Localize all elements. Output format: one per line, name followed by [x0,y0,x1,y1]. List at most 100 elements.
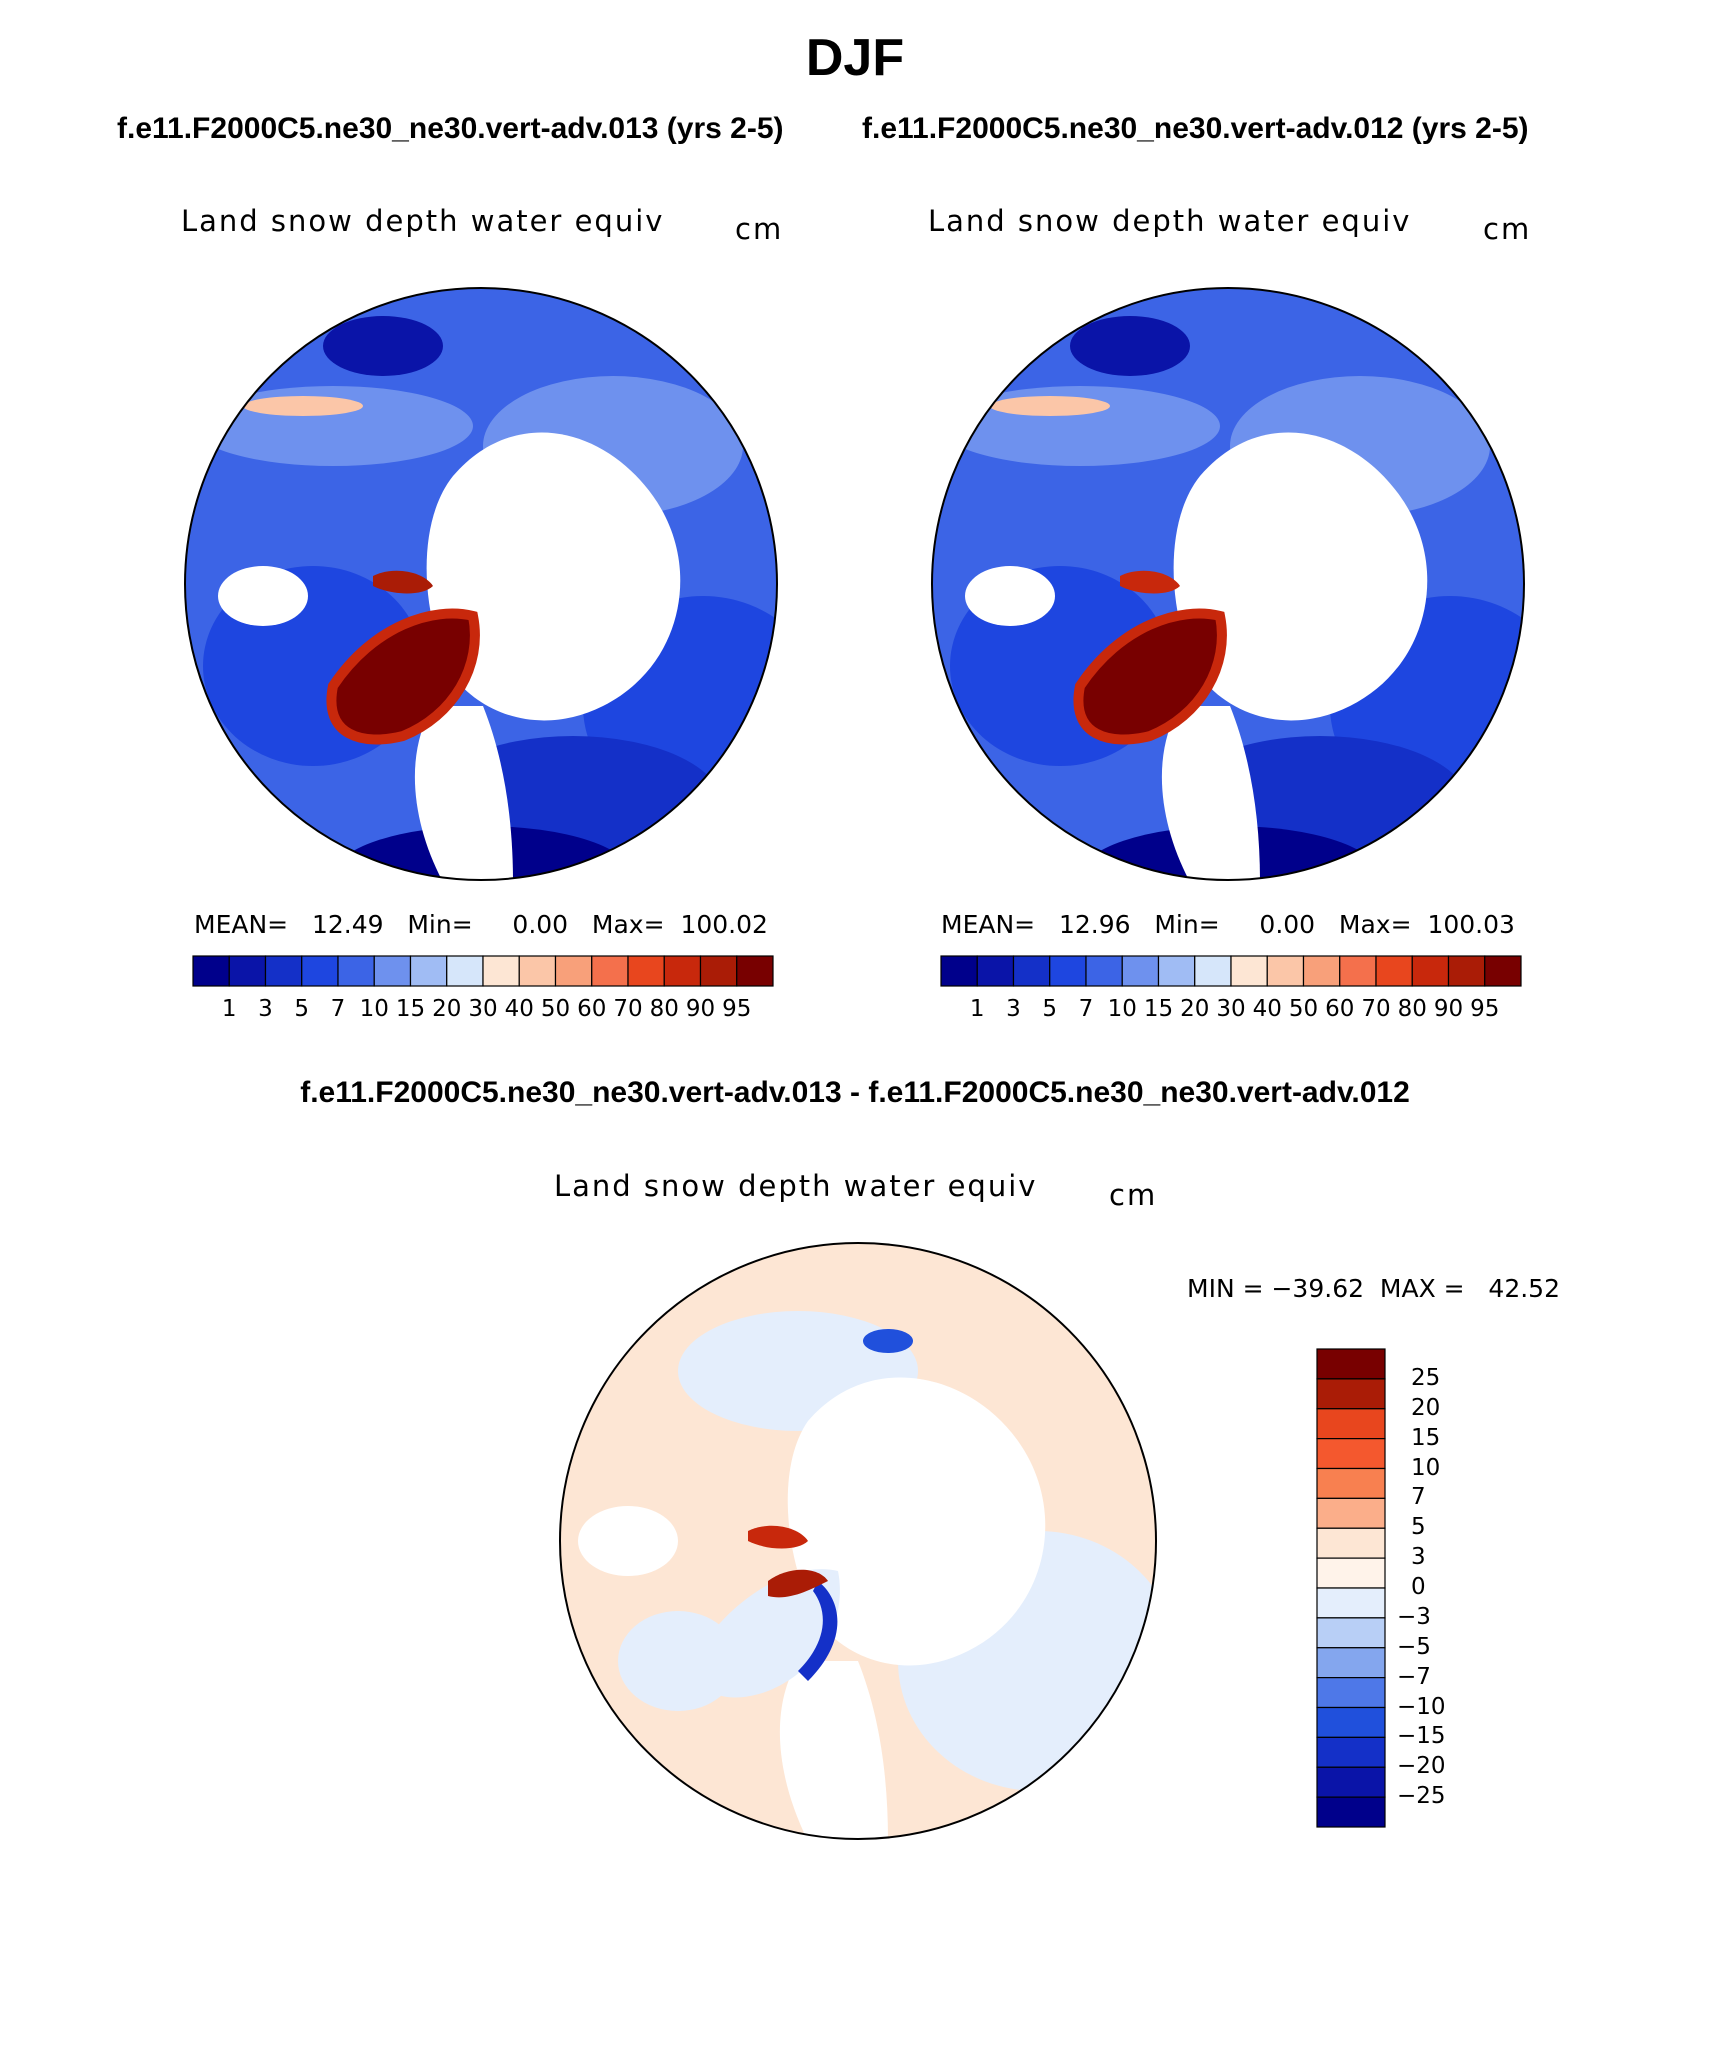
colorbar2-swatch [1121,955,1160,987]
difference-title: f.e11.F2000C5.ne30_ne30.vert-adv.013 - f… [300,1076,1410,1109]
colorbar3-tick-label: −10 [1397,1693,1446,1720]
colorbar2-swatch [1157,955,1196,987]
map3-boundary [559,1242,1157,1840]
colorbar1-tick-label: 15 [395,996,426,1022]
colorbar1-tick-label: 20 [432,996,462,1022]
map1-ice-extension [414,706,513,880]
colorbar2-tick-label: 95 [1470,996,1500,1022]
colorbar1-swatch [627,955,665,987]
colorbar3-swatch [1316,1736,1386,1768]
colorbar3-tick-label: −3 [1397,1603,1431,1630]
map1-snow-pacific-band [243,396,363,416]
colorbar2-swatch [1302,955,1341,987]
colorbar1-tick-label: 3 [258,996,273,1022]
colorbar3-swatch [1316,1467,1386,1499]
colorbar3-swatch [1316,1438,1386,1470]
map3-ice-extension [779,1661,888,1839]
colorbar1-tick-label: 40 [504,996,534,1022]
colorbar2-swatch [1049,955,1087,987]
colorbar2-tick-label: 7 [1078,996,1094,1022]
map2-ice-extension [1161,706,1260,880]
colorbar-case-013-labels: 1 3 5 7 10 15 20 30 40 50 60 70 80 90 95 [193,996,773,1026]
colorbar3-swatch [1316,1348,1386,1380]
map1-hudson-bay [218,566,308,626]
colorbar2-tick-label: 10 [1107,996,1137,1022]
colorbar3-swatch [1316,1677,1386,1709]
colorbar3-swatch [1316,1497,1386,1529]
colorbar3-tick-label: −20 [1397,1753,1446,1780]
colorbar-case-012-labels: 1 3 5 7 10 15 20 30 40 50 60 70 80 90 95 [941,996,1521,1026]
colorbar3-tick-label: 10 [1411,1454,1441,1481]
map3-arctic-ocean [787,1377,1046,1666]
colorbar2-swatch [1411,955,1450,987]
colorbar3-tick-label: 0 [1411,1574,1426,1600]
map2-greenland [1073,608,1227,745]
colorbar2-swatch [1375,955,1413,987]
colorbar1-swatch [373,955,412,987]
colorbar1-tick-label: 70 [613,996,643,1022]
map-case-012 [931,287,1525,881]
colorbar3-swatch [1316,1378,1386,1410]
map1-greenland [326,608,480,745]
map2-arctic-ocean [1173,432,1428,721]
colorbar1-tick-label: 95 [722,996,752,1022]
colorbar1-swatch [337,955,375,987]
colorbar3-swatch [1316,1796,1386,1828]
map2-hudson-bay [965,566,1055,626]
colorbar1-swatch [518,955,557,987]
colorbar1-swatch [301,955,339,987]
colorbar1-tick-label: 1 [221,996,237,1022]
colorbar2-swatch [1085,955,1123,987]
colorbar1-tick-label: 7 [330,996,346,1022]
panel3-stats: MIN = −39.62 MAX = 42.52 [1187,1274,1560,1303]
colorbar-difference [1316,1348,1386,1828]
colorbar-case-012 [940,955,1522,987]
colorbar2-swatch [1339,955,1377,987]
colorbar2-tick-label: 80 [1397,996,1427,1022]
colorbar1-swatch [264,955,303,987]
colorbar3-swatch [1316,1557,1386,1589]
map-difference [559,1242,1157,1840]
colorbar2-tick-label: 20 [1180,996,1210,1022]
colorbar2-tick-label: 30 [1216,996,1246,1022]
colorbar1-swatch [663,955,702,987]
colorbar2-tick-label: 5 [1042,996,1058,1022]
map1-boundary [184,287,778,881]
colorbar3-swatch [1316,1527,1386,1559]
colorbar1-tick-label: 60 [577,996,607,1022]
colorbar2-swatch [1230,955,1268,987]
colorbar3-swatch [1316,1706,1386,1738]
panel3-units: cm [1109,1178,1158,1212]
map1-arctic-ocean [426,432,681,721]
map3-ellesmere-positive [748,1525,808,1549]
map3-greenland-negative-edge [798,1581,838,1681]
colorbar1-tick-label: 5 [294,996,310,1022]
colorbar2-tick-label: 70 [1361,996,1391,1022]
colorbar1-tick-label: 10 [359,996,389,1022]
colorbar2-swatch [940,955,978,987]
map2-snow-pacific-band [990,396,1110,416]
panel1-stats: MEAN= 12.49 Min= 0.00 Max= 100.02 [194,910,768,939]
colorbar3-tick-label: 5 [1411,1514,1426,1541]
colorbar2-swatch [1266,955,1305,987]
colorbar1-tick-label: 50 [540,996,571,1022]
colorbar3-swatch [1316,1408,1386,1440]
panel2-units: cm [1483,212,1532,246]
colorbar1-swatch [192,955,230,987]
colorbar1-swatch [446,955,484,987]
colorbar1-tick-label: 90 [685,996,716,1022]
colorbar1-swatch [699,955,738,987]
colorbar2-swatch [976,955,1015,987]
map1-ellesmere [373,570,433,594]
colorbar2-swatch [1447,955,1486,987]
map3-hudson-bay [578,1506,678,1576]
colorbar-difference-labels: 25 20 15 10 7 5 3 0 −3 −5 −7 −10 −15 −20 −25 [1397,1349,1517,1827]
colorbar1-swatch [228,955,267,987]
colorbar3-tick-label: −5 [1397,1633,1431,1660]
colorbar3-swatch [1316,1587,1386,1619]
map3-greenland-positive [768,1569,828,1598]
colorbar-case-013 [192,955,774,987]
map2-boundary [931,287,1525,881]
map2-ellesmere [1120,570,1180,594]
map-case-013 [184,287,778,881]
